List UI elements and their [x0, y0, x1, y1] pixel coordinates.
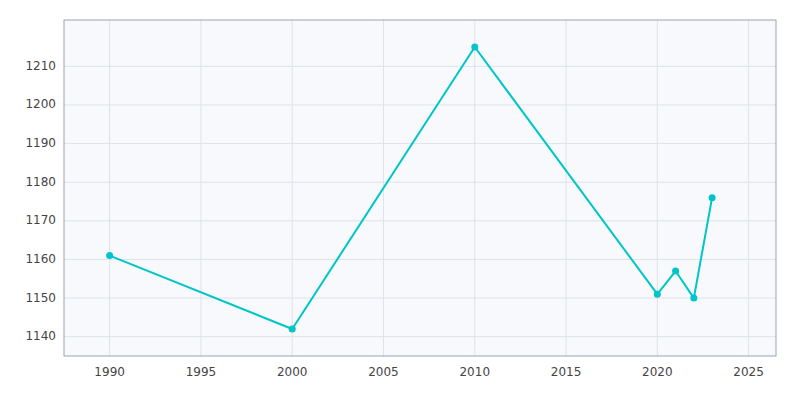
- chart-svg: 1140 1150 1160 1170 1180 1190 1200 1210 1990 1995…: [0, 0, 800, 400]
- y-tick-label: 1150: [25, 291, 56, 305]
- y-tick-label: 1180: [25, 175, 56, 189]
- y-tick-label: 1200: [25, 97, 56, 111]
- point: [654, 291, 661, 298]
- chart-container: 1140 1150 1160 1170 1180 1190 1200 1210 1990 1995…: [0, 0, 800, 400]
- x-grid-line: [200, 20, 201, 356]
- x-tick-label: 1995: [186, 365, 217, 379]
- y-grid-line: [64, 336, 776, 337]
- y-tick-label: 1160: [25, 252, 56, 266]
- y-tick-label: 1170: [25, 213, 56, 227]
- x-grid-line: [566, 20, 567, 356]
- point: [672, 268, 679, 275]
- y-grid-line: [64, 220, 776, 221]
- plot-frame: [64, 20, 776, 356]
- y-grid-line: [64, 182, 776, 183]
- x-grid-line: [109, 20, 110, 356]
- point: [106, 252, 113, 259]
- y-grid-line: [64, 66, 776, 67]
- point: [690, 295, 697, 302]
- grid: [64, 20, 776, 356]
- x-grid-line: [657, 20, 658, 356]
- y-grid-line: [64, 143, 776, 144]
- x-tick-label: 2020: [642, 365, 673, 379]
- y-tick-label: 1190: [25, 136, 56, 150]
- y-tick-label: 1210: [25, 59, 56, 73]
- x-grid-line: [748, 20, 749, 356]
- x-tick-label: 2010: [459, 365, 490, 379]
- point: [471, 44, 478, 51]
- x-tick-label: 1990: [94, 365, 125, 379]
- y-tick-label: 1140: [25, 329, 56, 343]
- point: [289, 325, 296, 332]
- x-tick-label: 2000: [277, 365, 308, 379]
- x-tick-label: 2005: [368, 365, 399, 379]
- plot-background: [64, 20, 776, 356]
- y-grid-line: [64, 104, 776, 105]
- y-grid-line: [64, 259, 776, 260]
- y-grid-line: [64, 298, 776, 299]
- series: [106, 44, 715, 333]
- tick-labels: 1140 1150 1160 1170 1180 1190 1200 1210 1990 1995…: [25, 59, 763, 379]
- x-tick-label: 2025: [733, 365, 764, 379]
- x-tick-label: 2015: [551, 365, 582, 379]
- line: [110, 47, 712, 329]
- point: [709, 194, 716, 201]
- x-grid-line: [292, 20, 293, 356]
- x-grid-line: [474, 20, 475, 356]
